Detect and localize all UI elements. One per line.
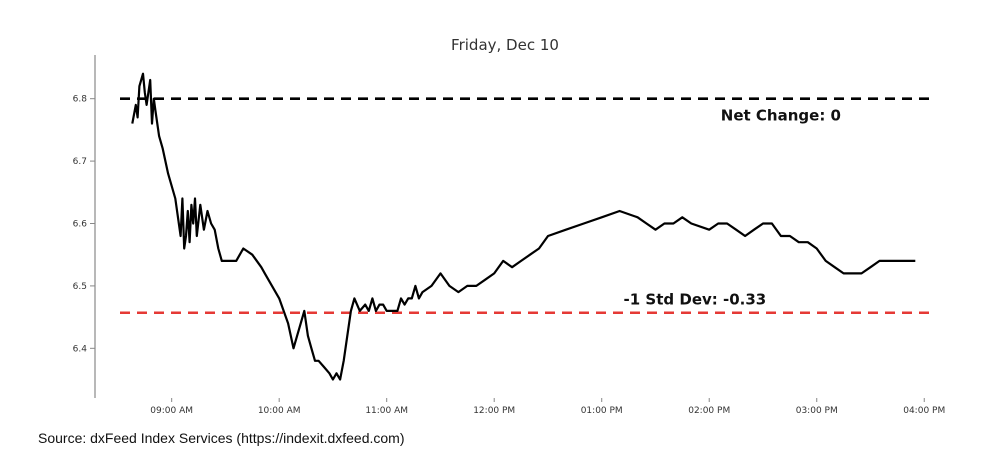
x-tick-label: 11:00 AM <box>365 406 408 416</box>
y-tick-label: 6.4 <box>73 344 88 354</box>
chart-title: Friday, Dec 10 <box>451 36 559 54</box>
x-axis-ticks: 09:00 AM 10:00 AM 11:00 AM 12:00 PM 01:00 PM… <box>150 398 945 416</box>
std-dev-label: -1 Std Dev: -0.33 <box>624 291 767 309</box>
x-tick-label: 01:00 PM <box>581 406 623 416</box>
x-tick-label: 04:00 PM <box>903 406 945 416</box>
y-axis-ticks: 6.4 6.5 6.6 6.7 6.8 <box>73 95 95 354</box>
price-series-line <box>131 72 916 381</box>
y-tick-label: 6.8 <box>73 95 88 105</box>
series-layer <box>131 72 916 381</box>
source-note: Source: dxFeed Index Services (https://i… <box>38 430 405 446</box>
net-change-label: Net Change: 0 <box>721 107 841 125</box>
x-tick-label: 10:00 AM <box>258 406 301 416</box>
x-tick-label: 09:00 AM <box>150 406 193 416</box>
x-tick-label: 12:00 PM <box>473 406 515 416</box>
y-tick-label: 6.7 <box>73 157 87 167</box>
x-tick-label: 03:00 PM <box>796 406 838 416</box>
y-tick-label: 6.5 <box>73 282 87 292</box>
x-tick-label: 02:00 PM <box>688 406 730 416</box>
reference-lines: Net Change: 0 -1 Std Dev: -0.33 <box>120 97 930 315</box>
y-tick-label: 6.6 <box>73 220 88 230</box>
